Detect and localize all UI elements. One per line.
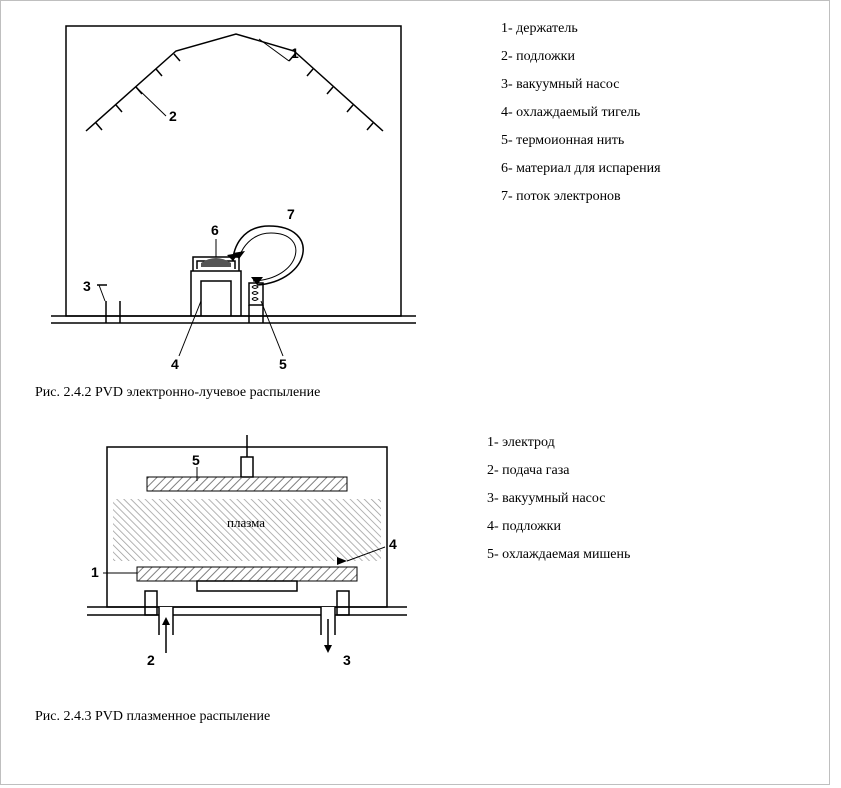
fig1-label-7: 7 [287, 206, 295, 222]
fig2-label-5: 5 [192, 452, 200, 468]
fig1-legend-item: 2- подложки [501, 49, 661, 65]
fig1-legend-item: 6- материал для испарения [501, 161, 661, 177]
fig2-label-1: 1 [91, 564, 99, 580]
fig1-label-6: 6 [211, 222, 219, 238]
figure-1-caption: Рис. 2.4.2 PVD электронно-лучевое распыл… [35, 385, 829, 401]
figure-2-row: плазма [1, 427, 829, 687]
fig2-legend-item: 5- охлаждаемая мишень [487, 547, 630, 563]
fig1-legend-item: 5- термоионная нить [501, 133, 661, 149]
figure-2-legend: 1- электрод 2- подача газа 3- вакуумный … [487, 429, 630, 563]
figure-2-caption: Рис. 2.4.3 PVD плазменное распыление [35, 709, 829, 725]
fig1-legend-item: 3- вакуумный насос [501, 77, 661, 93]
plasma-word: плазма [227, 515, 265, 530]
fig2-label-4: 4 [389, 536, 397, 552]
fig2-legend-item: 3- вакуумный насос [487, 491, 630, 507]
fig1-legend-item: 7- поток электронов [501, 189, 661, 205]
page: 1 2 3 6 [0, 0, 830, 785]
fig2-legend-item: 4- подложки [487, 519, 630, 535]
fig2-label-3: 3 [343, 652, 351, 668]
fig1-legend-item: 4- охлаждаемый тигель [501, 105, 661, 121]
fig2-label-2: 2 [147, 652, 155, 668]
fig1-label-3: 3 [83, 278, 91, 294]
fig1-label-1: 1 [291, 45, 299, 61]
fig2-legend-item: 1- электрод [487, 435, 630, 451]
figure-1-legend: 1- держатель 2- подложки 3- вакуумный на… [501, 15, 661, 205]
fig1-label-2: 2 [169, 108, 177, 124]
fig2-legend-item: 2- подача газа [487, 463, 630, 479]
fig1-label-4: 4 [171, 356, 179, 371]
fig1-legend-item: 1- держатель [501, 21, 661, 37]
fig1-label-5: 5 [279, 356, 287, 371]
figure-1-row: 1 2 3 6 [1, 1, 829, 371]
figure-2-diagram: плазма [37, 427, 457, 687]
figure-1-diagram: 1 2 3 6 [1, 1, 461, 371]
